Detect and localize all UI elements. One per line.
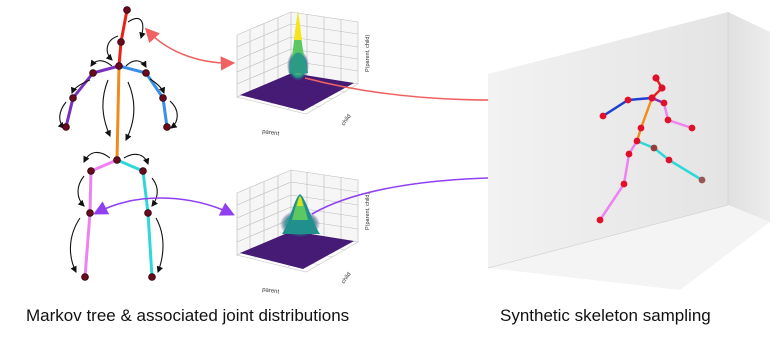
dependency-arrow (69, 217, 81, 273)
z-axis-label-top: P(parent, child) (365, 35, 371, 72)
joint-left-ankle (81, 273, 89, 281)
bone-right-shin (146, 212, 154, 278)
dependency-arrows (57, 18, 178, 274)
bone-right-hip (116, 158, 144, 173)
dependency-arrow (155, 217, 164, 274)
caption-markov-tree: Markov tree & associated joint distribut… (26, 306, 350, 325)
caption-skeleton-sampling: Synthetic skeleton sampling (500, 306, 711, 325)
back-wall-right (728, 12, 770, 222)
dependency-arrow (90, 59, 113, 67)
dependency-arrow (70, 79, 91, 95)
arrow-knee-pair-to-plot (93, 197, 235, 216)
x-axis-label-bottom: parent (262, 287, 280, 295)
bone-left-shin (83, 212, 92, 278)
y-axis-label-top: child (341, 114, 353, 128)
joint-head (123, 6, 131, 14)
bone-left-shoulder (92, 64, 120, 75)
joint-neck (115, 62, 123, 70)
joint-left-elbow (69, 94, 77, 102)
bone-right-shoulder (118, 64, 147, 75)
bone-left-forearm (64, 97, 75, 128)
bone-right-thigh (141, 170, 150, 214)
back-wall-left (488, 12, 728, 268)
dependency-arrow (125, 81, 135, 141)
dependency-arrow (102, 79, 111, 138)
joint-right-hip (139, 167, 147, 175)
floor (488, 205, 770, 290)
arrow-head-pair-to-plot (144, 27, 236, 71)
joint-left-knee (86, 209, 94, 217)
joint-head-base (117, 38, 125, 46)
dependency-arrow (105, 35, 119, 61)
joint-right-elbow (159, 94, 167, 102)
dependency-arrow (149, 78, 166, 95)
markov-tree-skeleton (57, 6, 178, 281)
bone-left-hip (90, 158, 118, 173)
density-surface (240, 231, 354, 269)
dependency-arrow (123, 153, 150, 166)
bone-left-upper-arm (71, 72, 95, 99)
bone-right-upper-arm (144, 72, 165, 99)
joint-pelvis (113, 156, 121, 164)
joint-right-shoulder (142, 69, 150, 77)
joint-left-wrist (62, 123, 70, 131)
dependency-arrow (83, 151, 111, 163)
y-axis-label-bottom: child (341, 272, 353, 286)
joint-right-wrist (163, 123, 171, 131)
joint-distribution-plot-top: parent child P(parent, child) (236, 11, 371, 137)
joint-right-ankle (148, 273, 156, 281)
dependency-arrow (125, 60, 147, 68)
bone-left-thigh (88, 170, 93, 214)
dependency-arrow (151, 177, 158, 207)
bone-head-top (119, 9, 129, 43)
joint-distribution-plot-bottom: parent child P(parent, child) (236, 169, 371, 295)
sampled-skeleton (596, 74, 706, 224)
joint-left-shoulder (89, 69, 97, 77)
bone-right-forearm (161, 97, 169, 128)
dependency-arrow (77, 175, 85, 207)
sampling-3d-box (487, 12, 770, 290)
bone-spine (115, 65, 121, 161)
joint-left-hip (87, 167, 95, 175)
z-axis-label-bottom: P(parent, child) (365, 193, 371, 230)
bone-neck (117, 41, 123, 67)
dependency-arrow (127, 18, 146, 40)
x-axis-label-top: parent (262, 129, 280, 137)
joint-right-knee (144, 209, 152, 217)
dependency-arrow (169, 100, 178, 129)
